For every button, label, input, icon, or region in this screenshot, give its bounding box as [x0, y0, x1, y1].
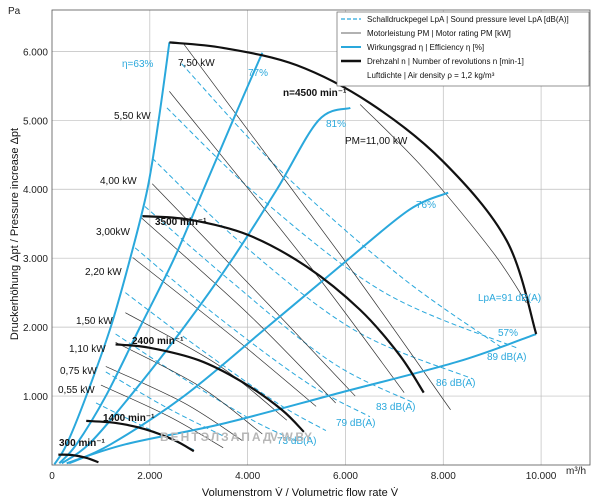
y-tick-label-1: 2.000 [23, 323, 48, 334]
power-line-2-20-kw [132, 257, 317, 407]
label-power-0-55: 0,55 kW [58, 385, 95, 396]
y-tick-label-0: 1.000 [23, 392, 48, 403]
label-sound-73: 73 dB(A) [277, 436, 316, 447]
legend: Schalldruckpegel LpA | Sound pressure le… [336, 11, 590, 87]
x-axis-title: Volumenstrom V̇ / Volumetric flow rate V… [202, 486, 399, 499]
power-line-1-50-kw [125, 312, 287, 421]
label-sound-86: 86 dB(A) [436, 378, 475, 389]
label-eff-76: 76% [416, 200, 436, 211]
axes-layer: 0 2.000 4.000 6.000 8.000 10.000 1.000 2.000 3.0… [23, 9, 591, 482]
label-speed-300: 300 min⁻¹ [59, 438, 106, 449]
legend-entry-0: Schalldruckpegel LpA | Sound pressure le… [367, 15, 569, 24]
label-power-3-00: 3,00kW [96, 227, 130, 238]
x-tick-label-5: 10.000 [526, 471, 557, 482]
power-line-0-55-kw [100, 384, 224, 449]
x-unit-label: m³/h [566, 466, 586, 477]
x-tick-label-0: 0 [49, 471, 55, 482]
sound-line-0 [181, 63, 503, 349]
speed-curve-3500-min [142, 215, 425, 394]
sound-line-5 [125, 292, 327, 431]
sound-line-7 [105, 371, 224, 437]
x-tick-label-2: 4.000 [235, 471, 260, 482]
y-tick-label-4: 5.000 [23, 116, 48, 127]
label-power-1-50: 1,50 kW [76, 316, 113, 327]
curve-labels: η=63% 77% 81% 76% 57% 7,50 kW 5,50 kW PM=11,00 … [58, 58, 541, 449]
sound-line-6 [115, 333, 297, 442]
speed-curve-2400-min [115, 343, 305, 433]
power-line-0-75-kw [105, 366, 243, 442]
legend-entry-3: Drehzahl n | Number of revolutions n [mi… [367, 57, 524, 66]
efficiency-curve-81 [61, 106, 351, 465]
label-speed-2400: 2400 min⁻¹ [132, 336, 184, 347]
label-eff-77: 77% [248, 68, 268, 79]
y-tick-label-3: 4.000 [23, 185, 48, 196]
label-sound-89: 89 dB(A) [487, 352, 526, 363]
sound-line-1 [166, 107, 517, 349]
x-tick-label-3: 6.000 [333, 471, 358, 482]
sound-line-2 [151, 157, 473, 380]
y-unit-label: Pa [8, 6, 21, 17]
label-sound-79: 79 dB(A) [336, 418, 375, 429]
power-line-4-00-kw [152, 183, 356, 397]
legend-entry-2: Wirkungsgrad η | Efficiency η [%] [367, 43, 484, 52]
label-eff-81: 81% [326, 119, 346, 130]
label-speed-1400: 1400 min⁻¹ [103, 413, 155, 424]
label-speed-4500: n=4500 min⁻¹ [283, 88, 347, 99]
sound-line-3 [144, 206, 415, 404]
label-power-2-20: 2,20 kW [85, 267, 122, 278]
label-eff-63: η=63% [122, 59, 154, 70]
efficiency-curve-77 [58, 52, 264, 464]
efficiency-curve-57 [66, 333, 537, 465]
watermark: ВЕНТЭЛЗАПАД [160, 430, 273, 444]
label-power-7-50: 7,50 kW [178, 58, 215, 69]
speed-curve-300-min [58, 453, 99, 464]
power-line-5-50-kw [169, 91, 405, 393]
y-tick-label-2: 3.000 [23, 254, 48, 265]
label-eff-57: 57% [498, 328, 518, 339]
x-tick-label-1: 2.000 [137, 471, 162, 482]
speed-curve-1400-min [86, 419, 195, 453]
y-axis-title: Druckerhöhung Δpt / Pressure increase Δp… [9, 128, 21, 340]
label-speed-3500: 3500 min⁻¹ [155, 217, 207, 228]
power-line-7-50-kw [183, 44, 451, 411]
power-lines [100, 44, 527, 449]
label-sound-91: LpA=91 dB(A) [478, 293, 541, 304]
x-tick-label-4: 8.000 [431, 471, 456, 482]
y-tick-label-5: 6.000 [23, 47, 48, 58]
speed-curve-n-4500-min [169, 41, 538, 335]
legend-box [336, 11, 590, 87]
efficiency-curves [53, 42, 537, 465]
label-power-4-00: 4,00 kW [100, 176, 137, 187]
watermark-url: V-W.BY [270, 430, 312, 444]
label-sound-83: 83 dB(A) [376, 402, 415, 413]
efficiency-curve-63 [53, 42, 171, 465]
legend-entry-1: Motorleistung PM | Motor rating PM [kW] [367, 29, 511, 38]
power-line-pm-11-00-kw [359, 104, 527, 304]
power-line-3-00kw [140, 217, 336, 404]
efficiency-curve-76 [68, 191, 449, 465]
label-power-11-00: PM=11,00 kW [345, 136, 408, 147]
label-power-0-75: 0,75 kW [60, 366, 97, 377]
label-power-1-10: 1,10 kW [69, 344, 106, 355]
label-power-5-50: 5,50 kW [114, 111, 151, 122]
legend-entry-4: Luftdichte | Air density ρ = 1,2 kg/m³ [367, 71, 495, 80]
plot-frame [51, 9, 591, 466]
speed-curves [58, 41, 538, 464]
